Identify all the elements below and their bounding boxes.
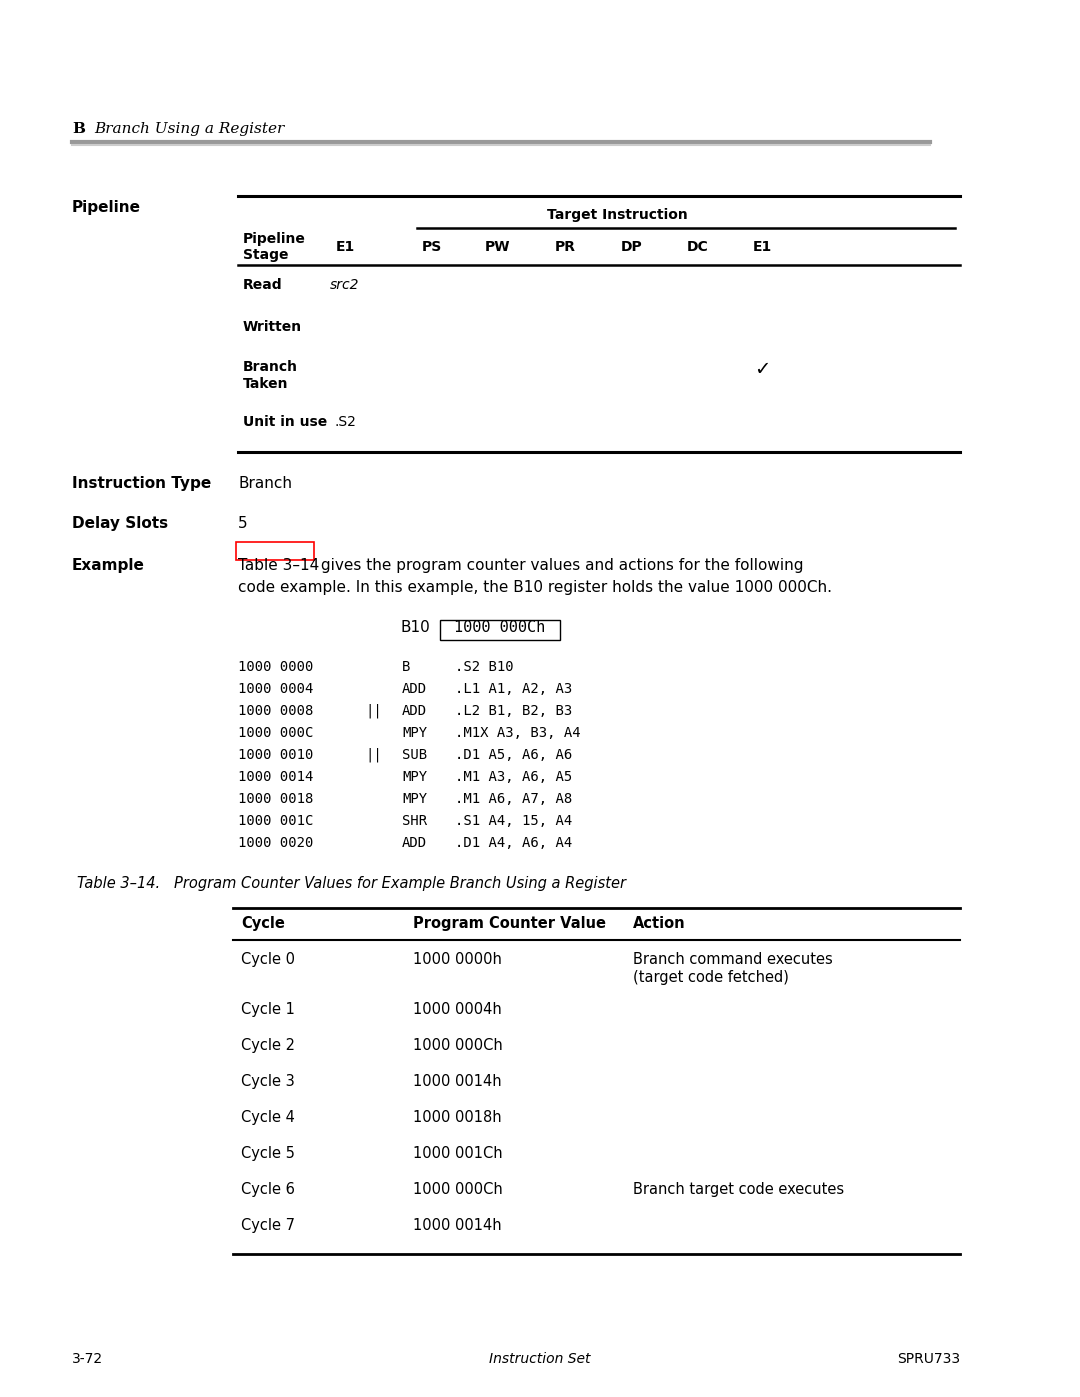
Text: 1000 0000h: 1000 0000h [413, 951, 502, 967]
Text: Unit in use: Unit in use [243, 415, 327, 429]
Text: Cycle 5: Cycle 5 [241, 1146, 295, 1161]
Text: .L2 B1, B2, B3: .L2 B1, B2, B3 [455, 704, 572, 718]
Text: Instruction Type: Instruction Type [72, 476, 212, 490]
Text: .S2: .S2 [334, 415, 356, 429]
Text: ADD: ADD [402, 682, 427, 696]
Text: Cycle 3: Cycle 3 [241, 1074, 295, 1090]
Text: 1000 0008: 1000 0008 [238, 704, 313, 718]
Text: SHR: SHR [402, 814, 427, 828]
Text: Delay Slots: Delay Slots [72, 515, 168, 531]
Text: Stage: Stage [243, 249, 288, 263]
Text: .M1 A3, A6, A5: .M1 A3, A6, A5 [455, 770, 572, 784]
Text: E1: E1 [753, 240, 771, 254]
Text: Cycle 6: Cycle 6 [241, 1182, 295, 1197]
Text: ADD: ADD [402, 704, 427, 718]
Text: Cycle 0: Cycle 0 [241, 951, 295, 967]
Text: ✓: ✓ [754, 360, 770, 379]
Text: src2: src2 [330, 278, 360, 292]
Text: Target Instruction: Target Instruction [546, 208, 687, 222]
Text: Branch: Branch [243, 360, 298, 374]
Text: Taken: Taken [243, 377, 288, 391]
Text: gives the program counter values and actions for the following: gives the program counter values and act… [316, 557, 804, 573]
Text: Cycle 2: Cycle 2 [241, 1038, 295, 1053]
Text: 1000 000Ch: 1000 000Ch [413, 1038, 503, 1053]
Text: PS: PS [422, 240, 442, 254]
Text: .S2 B10: .S2 B10 [455, 659, 514, 673]
Text: Branch: Branch [238, 476, 292, 490]
Text: 1000 0014h: 1000 0014h [413, 1074, 501, 1090]
Text: 1000 000Ch: 1000 000Ch [413, 1182, 503, 1197]
Text: ADD: ADD [402, 835, 427, 849]
Text: .D1 A4, A6, A4: .D1 A4, A6, A4 [455, 835, 572, 849]
Text: SPRU733: SPRU733 [896, 1352, 960, 1366]
Text: PW: PW [485, 240, 511, 254]
Text: 1000 000Ch: 1000 000Ch [455, 620, 545, 636]
Text: .D1 A5, A6, A6: .D1 A5, A6, A6 [455, 747, 572, 761]
Text: SUB: SUB [402, 747, 427, 761]
Text: DP: DP [621, 240, 643, 254]
Text: PR: PR [554, 240, 576, 254]
Text: B10: B10 [401, 620, 430, 636]
Text: Table 3–14.   Program Counter Values for Example Branch Using a Register: Table 3–14. Program Counter Values for E… [77, 876, 626, 891]
Text: .L1 A1, A2, A3: .L1 A1, A2, A3 [455, 682, 572, 696]
Text: code example. In this example, the B10 register holds the value 1000 000Ch.: code example. In this example, the B10 r… [238, 580, 832, 595]
Text: Pipeline: Pipeline [243, 232, 306, 246]
Text: 1000 0014: 1000 0014 [238, 770, 313, 784]
Text: MPY: MPY [402, 726, 427, 740]
Text: Example: Example [72, 557, 145, 573]
Text: .M1X A3, B3, A4: .M1X A3, B3, A4 [455, 726, 581, 740]
Text: MPY: MPY [402, 770, 427, 784]
Text: B: B [72, 122, 85, 136]
Text: Cycle 1: Cycle 1 [241, 1002, 295, 1017]
Text: Cycle 4: Cycle 4 [241, 1111, 295, 1125]
Text: ||: || [365, 704, 381, 718]
Text: 1000 0010: 1000 0010 [238, 747, 313, 761]
Text: Action: Action [633, 916, 686, 930]
Text: Read: Read [243, 278, 283, 292]
Text: 1000 0018h: 1000 0018h [413, 1111, 501, 1125]
Text: Branch command executes: Branch command executes [633, 951, 833, 967]
Text: 1000 0020: 1000 0020 [238, 835, 313, 849]
Text: 1000 001C: 1000 001C [238, 814, 313, 828]
Text: 5: 5 [238, 515, 247, 531]
Text: 3-72: 3-72 [72, 1352, 103, 1366]
Text: Branch target code executes: Branch target code executes [633, 1182, 845, 1197]
Text: 1000 0018: 1000 0018 [238, 792, 313, 806]
Text: MPY: MPY [402, 792, 427, 806]
Text: 1000 000C: 1000 000C [238, 726, 313, 740]
Text: 1000 0004h: 1000 0004h [413, 1002, 502, 1017]
Text: B: B [402, 659, 410, 673]
Text: .M1 A6, A7, A8: .M1 A6, A7, A8 [455, 792, 572, 806]
Text: Pipeline: Pipeline [72, 200, 141, 215]
Text: (target code fetched): (target code fetched) [633, 970, 788, 985]
Text: Branch Using a Register: Branch Using a Register [94, 122, 284, 136]
Text: E1: E1 [336, 240, 354, 254]
Text: Program Counter Value: Program Counter Value [413, 916, 606, 930]
Text: 1000 0000: 1000 0000 [238, 659, 313, 673]
Text: Table 3–14: Table 3–14 [238, 557, 320, 573]
Text: 1000 0014h: 1000 0014h [413, 1218, 501, 1234]
Text: DC: DC [687, 240, 708, 254]
Text: Instruction Set: Instruction Set [489, 1352, 591, 1366]
Text: .S1 A4, 15, A4: .S1 A4, 15, A4 [455, 814, 572, 828]
Text: Cycle: Cycle [241, 916, 285, 930]
Text: 1000 0004: 1000 0004 [238, 682, 313, 696]
Text: 1000 001Ch: 1000 001Ch [413, 1146, 502, 1161]
Text: Cycle 7: Cycle 7 [241, 1218, 295, 1234]
Text: Written: Written [243, 320, 302, 334]
Text: ||: || [365, 747, 381, 763]
